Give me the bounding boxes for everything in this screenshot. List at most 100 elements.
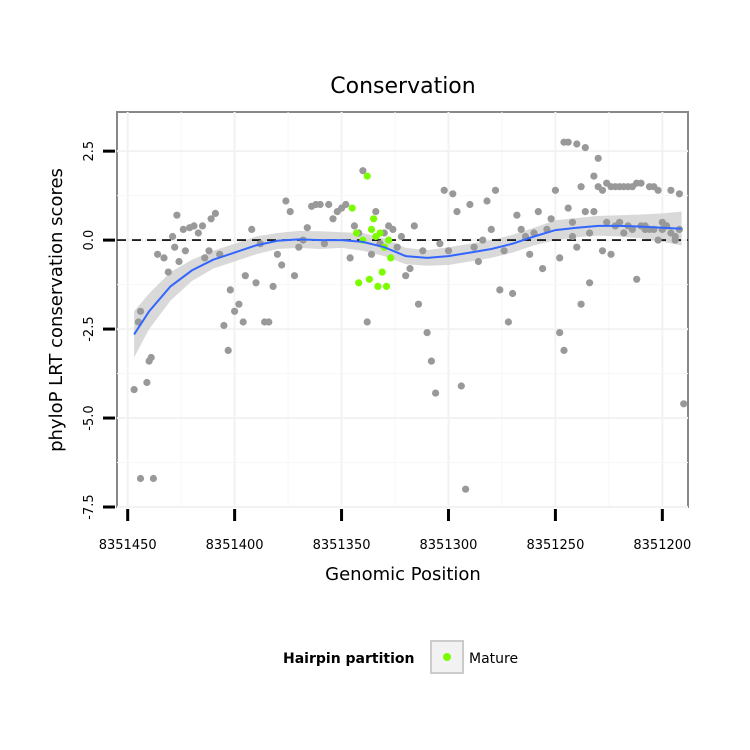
data-point	[504, 318, 512, 326]
data-point	[226, 286, 234, 294]
chart-title: Conservation	[330, 74, 475, 99]
legend: Hairpin partition Mature	[283, 640, 518, 674]
data-point	[239, 318, 247, 326]
data-point	[207, 215, 215, 223]
data-point	[265, 318, 273, 326]
x-tick-label: 8351400	[206, 538, 264, 553]
legend-label-mature: Mature	[469, 651, 518, 667]
data-point-mature	[352, 229, 361, 237]
data-point	[241, 272, 249, 280]
data-point	[483, 197, 491, 205]
y-tick-label: 2.5	[82, 141, 97, 162]
data-point	[419, 247, 427, 255]
ribbon-area	[134, 211, 682, 358]
data-point-mature	[374, 282, 382, 290]
data-point	[325, 200, 333, 209]
data-point	[350, 222, 358, 230]
data-point	[367, 250, 376, 258]
plot-panel	[116, 111, 689, 508]
y-axis: 2.5 0.0 -2.5 -5.0 -7.5	[82, 141, 115, 520]
data-point	[231, 307, 239, 315]
data-point	[389, 225, 397, 233]
data-point	[539, 265, 547, 273]
data-point	[160, 254, 168, 262]
data-point	[581, 208, 589, 216]
data-point	[560, 346, 568, 354]
data-point	[633, 179, 641, 187]
data-point	[680, 400, 688, 408]
data-point	[130, 386, 138, 394]
data-point	[508, 289, 517, 298]
data-point	[564, 138, 572, 146]
data-point	[143, 378, 151, 387]
data-point	[590, 208, 598, 216]
data-point	[329, 215, 337, 223]
data-point	[136, 474, 145, 483]
data-point	[654, 236, 662, 244]
data-point	[611, 183, 619, 191]
data-point	[363, 318, 371, 326]
data-point	[530, 229, 538, 237]
data-point	[675, 190, 684, 198]
data-point	[598, 247, 607, 255]
data-point	[449, 190, 457, 198]
data-point	[607, 250, 615, 258]
data-point	[393, 243, 401, 251]
data-point	[149, 474, 157, 483]
data-point	[359, 167, 367, 175]
data-point	[147, 353, 155, 362]
data-point-mature	[376, 229, 384, 237]
data-point	[169, 232, 177, 241]
data-point	[462, 485, 470, 493]
data-point	[235, 300, 243, 308]
data-point-mature	[363, 172, 371, 180]
data-point	[211, 209, 219, 217]
data-point	[517, 225, 525, 233]
data-point	[479, 236, 487, 244]
data-point-mature	[355, 279, 363, 287]
data-point	[410, 222, 418, 230]
data-point-mature	[387, 254, 395, 262]
data-point	[205, 247, 213, 255]
data-point	[248, 225, 256, 233]
data-point	[181, 247, 189, 255]
data-point	[603, 218, 611, 226]
data-point	[198, 222, 207, 230]
data-point	[628, 225, 637, 233]
data-point	[171, 243, 179, 251]
data-point	[487, 225, 495, 233]
data-point	[136, 307, 145, 315]
data-point	[397, 232, 405, 241]
legend-key-mature	[443, 653, 451, 661]
x-tick-label: 8351300	[420, 538, 478, 553]
legend-title: Hairpin partition	[283, 651, 414, 667]
loess-line	[133, 224, 682, 335]
x-tick-label: 8351250	[526, 538, 584, 553]
data-point	[414, 300, 423, 308]
x-axis-title: Genomic Position	[325, 564, 481, 585]
data-point-mature	[348, 204, 356, 212]
y-tick-label: -7.5	[82, 494, 97, 519]
data-point	[594, 154, 602, 162]
data-point	[645, 183, 654, 191]
data-point	[573, 140, 581, 148]
data-point	[654, 186, 662, 194]
data-point	[556, 329, 564, 337]
smooth-fit-line	[133, 224, 682, 335]
data-point	[402, 272, 410, 280]
data-point-mature	[370, 215, 378, 223]
data-point	[252, 279, 260, 287]
data-point	[440, 186, 448, 194]
data-point	[466, 200, 474, 209]
data-point	[577, 300, 585, 308]
data-point	[224, 346, 232, 354]
y-tick-label: -5.0	[82, 405, 97, 430]
data-point	[526, 250, 534, 258]
data-point	[568, 232, 577, 241]
data-point	[320, 240, 328, 248]
x-tick-label: 8351450	[99, 538, 157, 553]
data-point	[406, 265, 414, 273]
data-point	[220, 321, 228, 330]
data-point	[598, 186, 607, 194]
